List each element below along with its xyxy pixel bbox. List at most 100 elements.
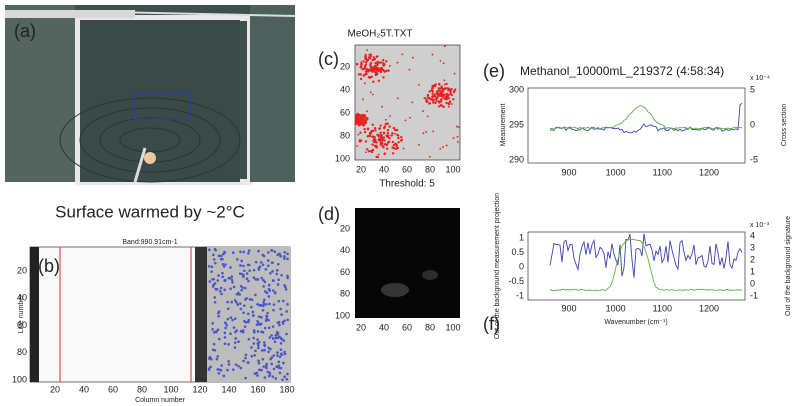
speckle [382,131,386,135]
speckle [388,65,391,67]
speckle [283,257,286,260]
speckle [376,68,380,72]
speckle [425,130,427,133]
speckle [242,264,245,268]
speckle [279,342,283,345]
speckle [236,303,240,306]
y-tick-label: 40 [17,293,27,303]
speckle [219,286,223,290]
speckle [271,261,274,265]
speckle [265,291,269,295]
speckle [447,97,451,100]
speckle [354,120,358,123]
speckle [386,122,389,125]
speckle [275,269,279,272]
speckle [379,70,383,74]
speckle [422,110,424,113]
speckle [234,337,238,340]
speckle [375,141,378,144]
speckle [432,130,435,133]
x-tick-label: 1000 [606,303,626,313]
speckle [268,371,272,375]
speckle [271,375,275,378]
speckle [286,372,289,376]
speckle [279,307,282,311]
speckle [368,134,371,138]
speckle [409,116,411,119]
speckle [281,322,285,325]
speckle [362,98,364,101]
x-tick-label: 20 [50,384,60,394]
y-tick-label: 80 [340,130,350,140]
speckle [426,115,429,118]
speckle [240,259,243,263]
speckle [222,374,226,378]
speckle [267,251,270,254]
speckle [255,323,259,327]
image-b [29,246,291,383]
speckle [439,90,442,93]
speckle [370,66,373,69]
speckle [387,69,390,72]
speckle [389,115,391,117]
speckle [363,130,367,134]
y-tick-label: 2 [750,254,755,264]
speckle [272,308,275,312]
speckle [221,271,224,275]
speckle [356,145,358,147]
speckle [367,150,371,153]
speckle [359,77,363,81]
speckle [242,304,246,307]
x-tick-label: 100 [163,384,178,394]
speckle [231,251,235,255]
speckle [390,134,393,137]
speckle [400,136,403,138]
speckle [232,326,236,329]
speckle [385,143,389,147]
speckle [278,355,282,358]
speckle [256,374,259,377]
speckle [217,314,221,318]
speckle [435,99,438,103]
speckle [360,61,363,63]
x-tick-label: 60 [108,384,118,394]
speckle [367,127,370,130]
speckle [378,68,381,71]
y-tick-label: 80 [340,289,350,299]
speckle [235,258,239,261]
speckle [370,75,373,79]
speckle [369,61,373,65]
speckle [232,368,235,371]
speckle [213,348,217,352]
speckle [443,87,446,91]
speckle [444,45,446,48]
speckle [368,57,372,60]
speckle [214,261,217,265]
speckle [285,377,289,381]
speckle [256,303,259,306]
speckle [431,95,435,98]
speckle [262,365,266,368]
speckle [252,336,255,340]
speckle [428,155,431,158]
speckle [396,133,399,137]
speckle [250,298,254,301]
speckle [247,337,251,341]
speckle [357,73,361,76]
speckle [386,128,390,132]
speckle [235,301,238,304]
speckle [263,348,266,352]
speckle [244,356,247,360]
speckle [442,62,445,65]
speckle [207,367,211,370]
speckle [362,74,365,77]
speckle [261,357,265,361]
x-axis-label: Column number [135,397,185,404]
panel-label: (d) [318,204,340,224]
speckle [245,296,248,300]
speckle [385,69,388,72]
speckle [283,375,286,379]
speckle [386,131,390,135]
speckle [213,300,217,304]
speckle [251,310,255,314]
